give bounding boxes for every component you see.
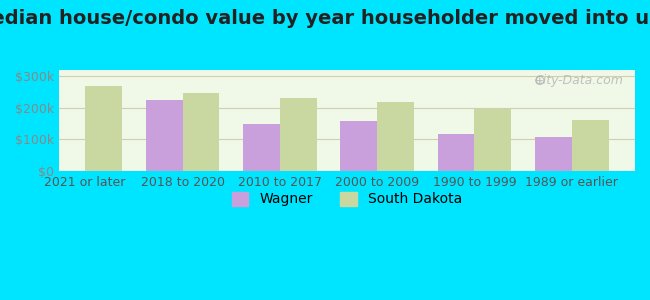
Bar — [572, 120, 609, 171]
Bar — [243, 124, 280, 171]
Bar — [183, 93, 220, 171]
Bar — [280, 98, 317, 171]
Bar — [340, 121, 377, 171]
Bar — [85, 86, 122, 171]
Text: Median house/condo value by year householder moved into unit: Median house/condo value by year househo… — [0, 9, 650, 28]
Bar — [535, 137, 572, 171]
Legend: Wagner, South Dakota: Wagner, South Dakota — [231, 192, 462, 206]
Bar — [437, 134, 474, 171]
Bar — [146, 100, 183, 171]
Text: City-Data.com: City-Data.com — [534, 74, 623, 87]
Text: ⊕: ⊕ — [534, 74, 546, 88]
Bar — [474, 110, 512, 171]
Bar — [377, 102, 414, 171]
